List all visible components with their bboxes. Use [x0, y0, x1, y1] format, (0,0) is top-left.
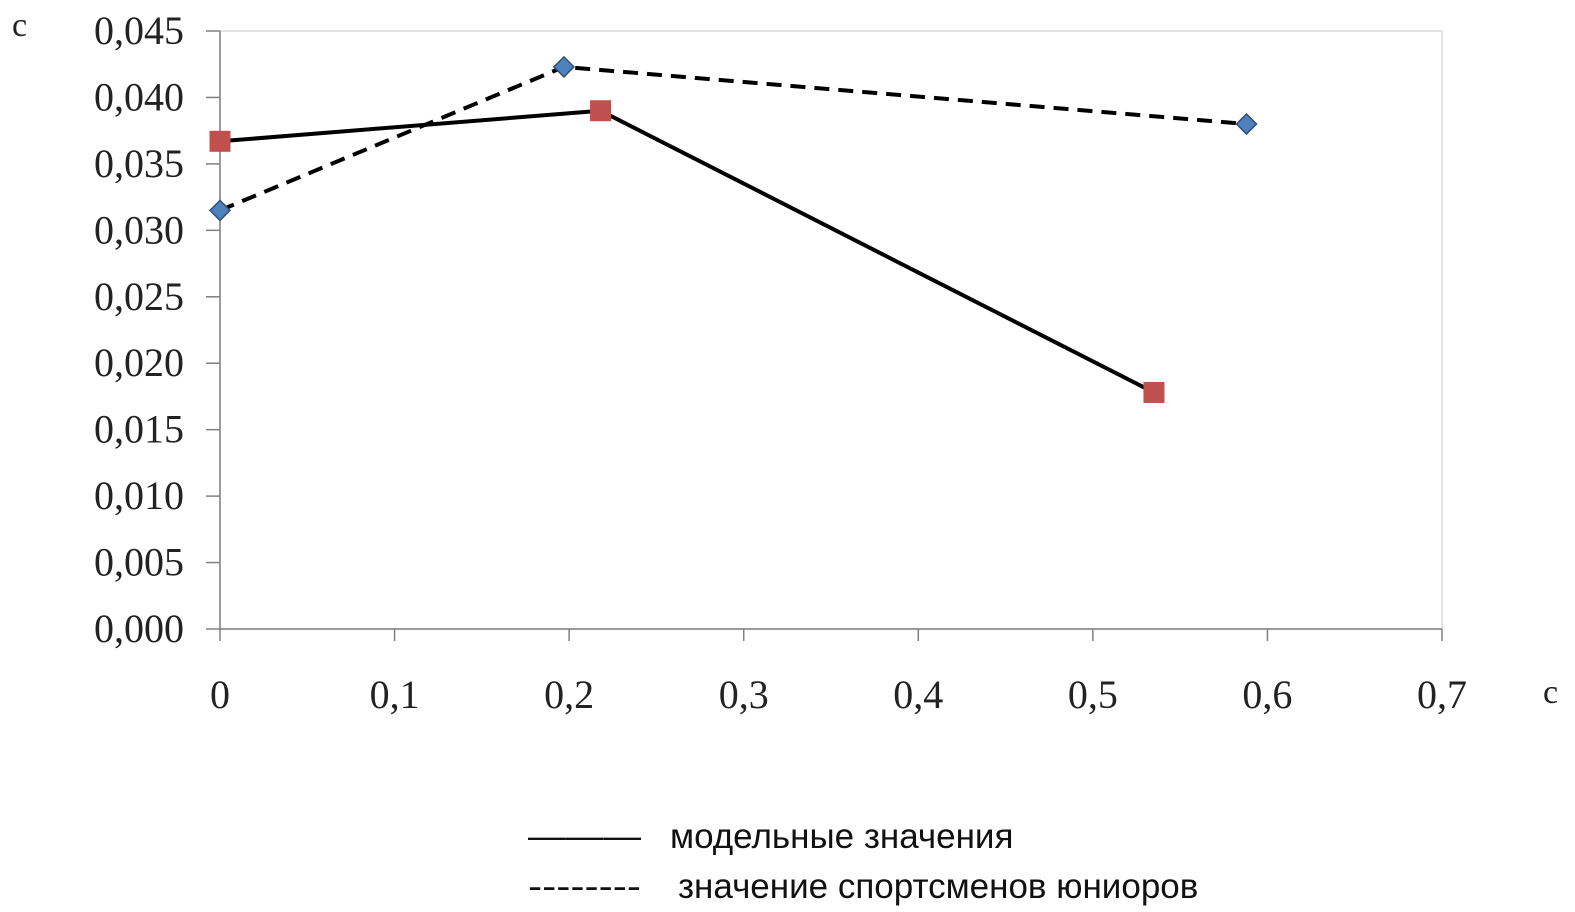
- y-tick-label: 0,015: [94, 407, 184, 452]
- x-tick-group: 0 0,1 0,2 0,3 0,4 0,5 0,6 0,7: [210, 629, 1467, 717]
- x-tick-label: 0,4: [893, 672, 943, 717]
- x-axis-unit: с: [1543, 674, 1558, 711]
- y-tick-label: 0,005: [94, 540, 184, 585]
- x-tick-label: 0,2: [544, 672, 594, 717]
- legend-marker-model: ———: [528, 817, 641, 856]
- y-tick-label: 0,020: [94, 340, 184, 385]
- y-tick-label: 0,045: [94, 8, 184, 53]
- x-tick-label: 0,1: [370, 672, 420, 717]
- data-point-juniors: [552, 55, 575, 78]
- y-tick-label: 0,040: [94, 74, 184, 119]
- plot-area: [219, 30, 1443, 630]
- y-tick-group: 0,000 0,005 0,010 0,015 0,020 0,025 0,030 0,035…: [94, 8, 220, 651]
- legend: ——— модельные значения -------- значение…: [528, 817, 1198, 906]
- y-axis-unit: с: [12, 7, 27, 44]
- data-point-model: [209, 130, 231, 152]
- x-tick-label: 0,6: [1242, 672, 1292, 717]
- legend-marker-juniors: --------: [528, 867, 641, 906]
- y-axis: 0,000 0,005 0,010 0,015 0,020 0,025 0,030 0,035…: [94, 8, 221, 651]
- x-tick-label: 0,7: [1417, 672, 1467, 717]
- y-tick-label: 0,035: [94, 141, 184, 186]
- series-layer: [208, 55, 1258, 403]
- legend-label-juniors: значение спортсменов юниоров: [678, 867, 1198, 906]
- data-point-model: [590, 100, 612, 122]
- y-tick-label: 0,030: [94, 207, 184, 252]
- data-point-juniors: [208, 199, 232, 222]
- x-axis: 0 0,1 0,2 0,3 0,4 0,5 0,6 0,7: [210, 628, 1467, 717]
- y-tick-label: 0,000: [94, 606, 184, 651]
- data-point-juniors: [1235, 112, 1258, 136]
- x-tick-label: 0,5: [1068, 672, 1118, 717]
- data-point-model: [1143, 381, 1165, 403]
- x-tick-label: 0: [210, 672, 230, 717]
- legend-label-model: модельные значения: [670, 817, 1013, 856]
- y-tick-label: 0,010: [94, 473, 184, 518]
- y-tick-label: 0,025: [94, 274, 184, 319]
- x-tick-label: 0,3: [719, 672, 769, 717]
